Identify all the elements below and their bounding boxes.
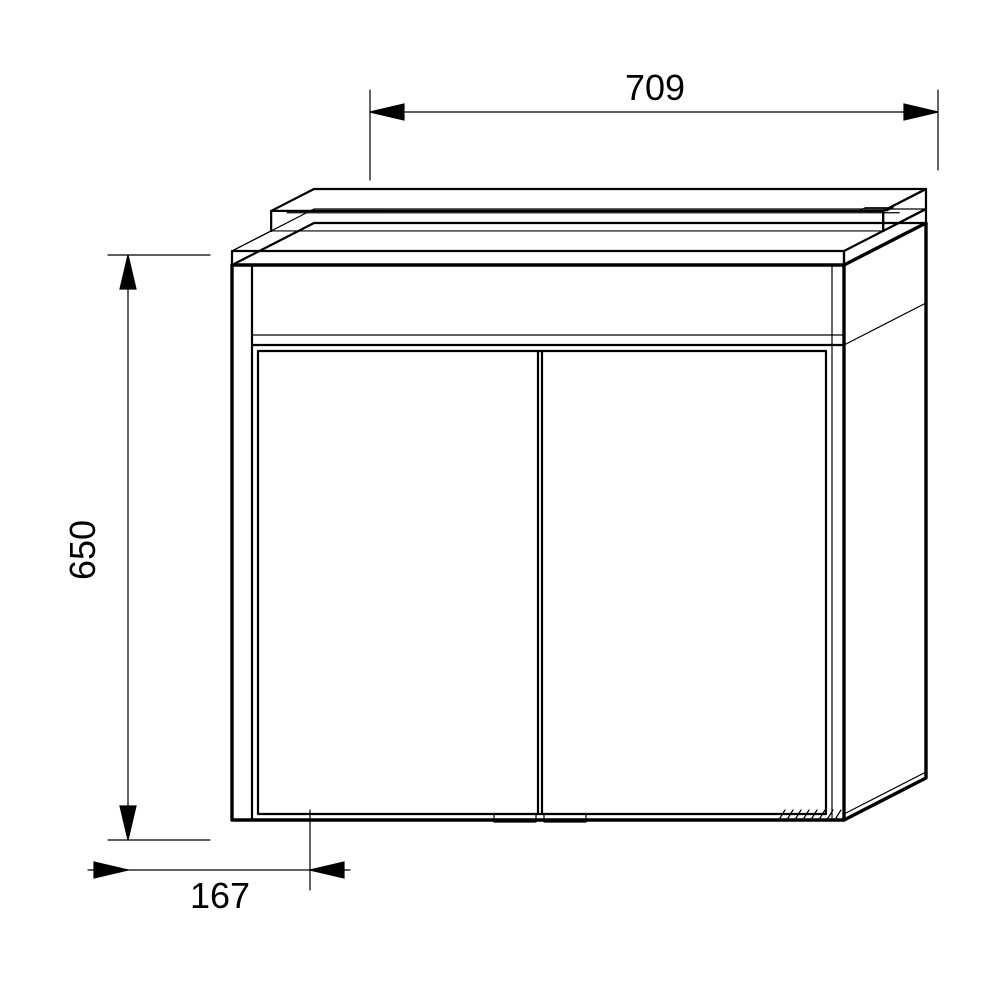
- dimension-height-label: 650: [62, 520, 103, 580]
- dimension-width-label: 709: [625, 67, 685, 108]
- technical-drawing: 709 650 167: [0, 0, 1000, 1000]
- dimension-text: 709 650 167: [62, 67, 685, 916]
- cabinet-geometry: [232, 189, 926, 822]
- dimension-depth-label: 167: [190, 875, 250, 916]
